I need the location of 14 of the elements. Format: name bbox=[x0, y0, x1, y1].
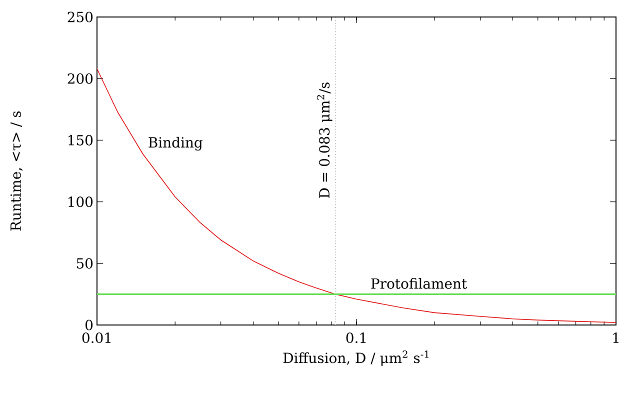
y-tick-label: 0 bbox=[86, 320, 93, 330]
y-tick-label: 250 bbox=[68, 12, 93, 22]
series-label: Protofilament bbox=[371, 278, 467, 289]
y-tick-label: 100 bbox=[68, 196, 93, 208]
x-tick-label: 1 bbox=[613, 332, 618, 343]
ref-line-label: D = 0.083 μm$^{2}$/s bbox=[316, 82, 332, 198]
x-tick-label: 0.1 bbox=[346, 332, 366, 344]
y-tick-label: 200 bbox=[68, 73, 93, 84]
x-tick-label: 0.01 bbox=[82, 332, 111, 344]
x-axis-title: Diffusion, D / μm$^{2}$ s$^{-1}$ bbox=[283, 350, 428, 366]
y-tick-label: 150 bbox=[68, 134, 93, 146]
y-axis-title: Runtime, <τ> / s bbox=[10, 111, 23, 231]
y-tick-label: 50 bbox=[76, 258, 93, 269]
series-label: Binding bbox=[148, 136, 202, 151]
